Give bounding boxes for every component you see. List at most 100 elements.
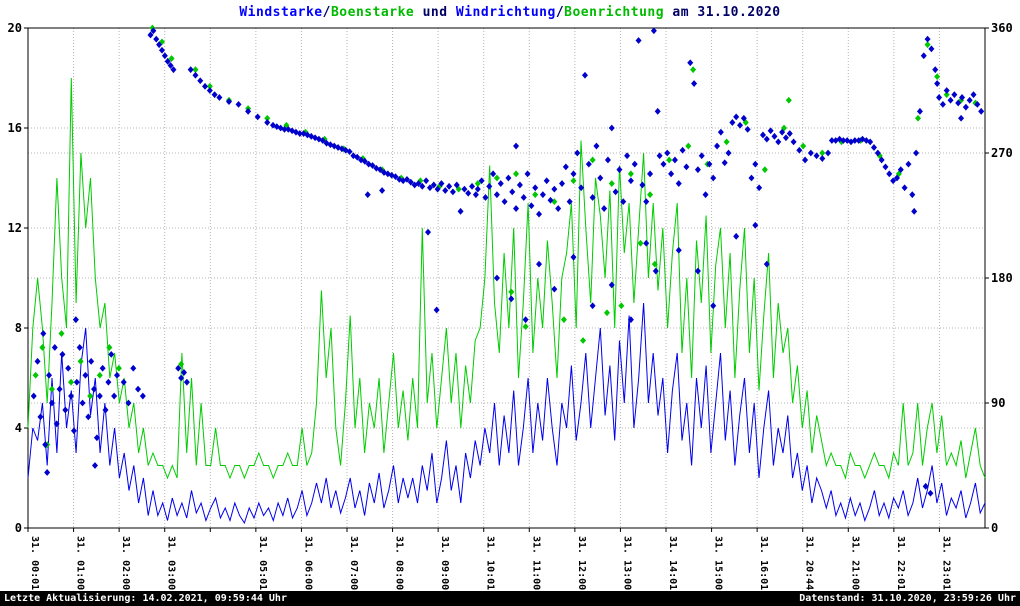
marker-boenrichtung — [723, 138, 730, 146]
marker-boenrichtung — [924, 41, 931, 49]
marker-boenrichtung — [800, 142, 807, 150]
marker-windrichtung — [513, 142, 520, 150]
x-tick-label: 31. 03:00 — [166, 536, 177, 590]
marker-windrichtung — [932, 66, 939, 74]
title-segment: Boenrichtung — [564, 5, 665, 20]
marker-windrichtung — [970, 91, 977, 99]
marker-boenrichtung — [943, 91, 950, 99]
marker-windrichtung — [924, 35, 931, 43]
marker-windrichtung — [729, 119, 736, 126]
marker-windrichtung — [752, 160, 759, 168]
marker-windrichtung — [934, 80, 941, 87]
marker-windrichtung — [771, 132, 778, 140]
x-tick-label: 31. 06:00 — [302, 536, 313, 590]
marker-windrichtung — [105, 378, 112, 386]
marker-windrichtung — [643, 198, 650, 206]
marker-windrichtung — [135, 385, 142, 393]
marker-boenrichtung — [666, 156, 673, 164]
marker-windrichtung — [733, 113, 740, 121]
marker-windrichtung — [161, 52, 168, 60]
marker-windrichtung — [947, 96, 954, 104]
marker-windrichtung — [759, 131, 766, 139]
marker-windrichtung — [73, 378, 80, 386]
marker-boenrichtung — [96, 371, 103, 379]
marker-boenrichtung — [560, 316, 567, 324]
marker-windrichtung — [694, 267, 701, 275]
marker-windrichtung — [679, 146, 686, 154]
marker-windrichtung — [170, 66, 177, 74]
marker-windrichtung — [53, 420, 60, 428]
marker-windrichtung — [752, 221, 759, 229]
marker-boenrichtung — [690, 66, 697, 74]
marker-windrichtung — [825, 149, 832, 157]
marker-windrichtung — [721, 159, 728, 167]
x-tick-label: 31. 09:00 — [439, 536, 450, 590]
marker-windrichtung — [407, 178, 414, 186]
marker-windrichtung — [296, 130, 303, 137]
marker-boenrichtung — [77, 357, 84, 365]
marker-windrichtung — [601, 205, 608, 212]
marker-windrichtung — [91, 462, 98, 469]
marker-windrichtung — [513, 205, 520, 212]
marker-windrichtung — [373, 164, 380, 172]
marker-windrichtung — [612, 188, 619, 196]
marker-boenrichtung — [637, 239, 644, 247]
marker-windrichtung — [65, 364, 72, 372]
right-tick-label: 180 — [991, 271, 1013, 285]
marker-windrichtung — [702, 191, 709, 199]
marker-windrichtung — [532, 184, 539, 192]
marker-windrichtung — [631, 160, 638, 168]
marker-boenrichtung — [493, 174, 500, 182]
marker-boenrichtung — [934, 73, 941, 81]
marker-windrichtung — [281, 125, 288, 133]
marker-boenrichtung — [474, 180, 481, 187]
marker-windrichtung — [562, 163, 569, 171]
marker-windrichtung — [44, 469, 51, 476]
marker-boenrichtung — [192, 66, 199, 74]
marker-windrichtung — [82, 371, 89, 379]
marker-windrichtung — [206, 87, 213, 94]
marker-windrichtung — [608, 124, 615, 132]
marker-windrichtung — [897, 166, 904, 174]
marker-windrichtung — [338, 145, 345, 153]
marker-windrichtung — [430, 181, 437, 189]
marker-windrichtung — [150, 27, 157, 35]
marker-windrichtung — [187, 66, 194, 74]
title-segment: / — [555, 5, 565, 20]
marker-boenrichtung — [627, 170, 634, 178]
marker-windrichtung — [597, 174, 604, 182]
marker-windrichtung — [442, 187, 449, 194]
marker-windrichtung — [574, 149, 581, 157]
marker-windrichtung — [493, 191, 500, 199]
marker-windrichtung — [130, 364, 137, 372]
marker-windrichtung — [501, 198, 508, 206]
right-tick-label: 0 — [991, 521, 998, 535]
marker-windrichtung — [913, 149, 920, 157]
marker-windrichtung — [725, 149, 732, 157]
marker-windrichtung — [76, 344, 83, 351]
marker-boenrichtung — [570, 177, 577, 185]
marker-windrichtung — [369, 162, 376, 169]
last-update-text: Letzte Aktualisierung: 14.02.2021, 09:59… — [4, 593, 287, 604]
marker-windrichtung — [461, 185, 468, 193]
marker-windrichtung — [192, 71, 199, 79]
marker-boenrichtung — [651, 260, 658, 268]
marker-windrichtung — [56, 385, 63, 393]
marker-windrichtung — [675, 180, 682, 187]
marker-windrichtung — [474, 185, 481, 193]
marker-boenrichtung — [87, 392, 94, 400]
marker-boenrichtung — [206, 82, 213, 90]
left-tick-label: 0 — [15, 521, 22, 535]
marker-windrichtung — [178, 374, 185, 382]
marker-windrichtung — [68, 392, 75, 400]
marker-windrichtung — [335, 144, 342, 151]
marker-boenrichtung — [761, 166, 768, 174]
marker-windrichtung — [72, 316, 79, 324]
marker-windrichtung — [819, 155, 826, 162]
x-tick-label: 31. 12:00 — [576, 536, 587, 590]
marker-windrichtung — [245, 107, 252, 115]
marker-windrichtung — [211, 91, 218, 99]
marker-windrichtung — [840, 137, 847, 144]
plot-border — [27, 27, 986, 529]
